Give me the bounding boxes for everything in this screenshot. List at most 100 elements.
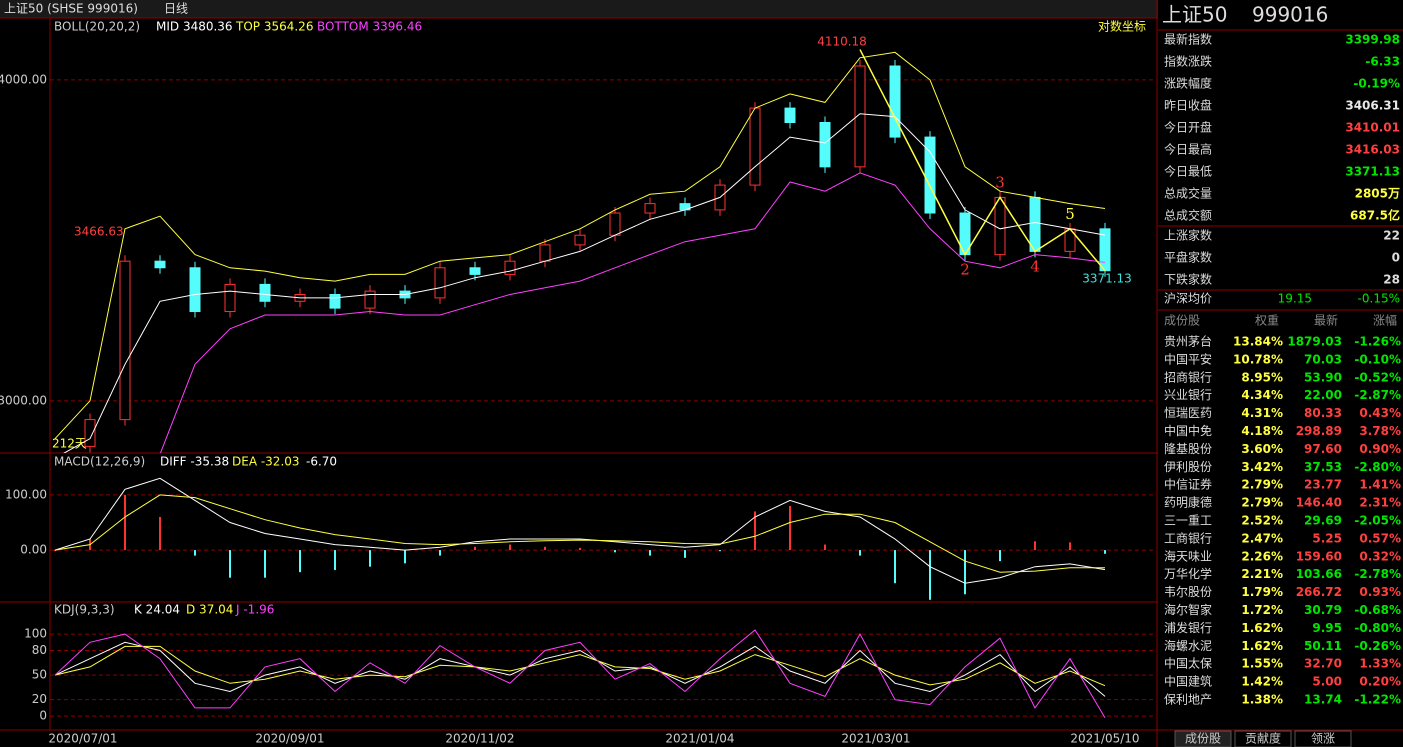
cell[interactable]: 工商银行 bbox=[1164, 530, 1212, 545]
candle bbox=[189, 267, 201, 313]
indicator-line bbox=[54, 51, 1106, 440]
cell: 1879.03 bbox=[1287, 335, 1342, 349]
tab[interactable] bbox=[1174, 730, 1232, 747]
cell: 1.42% bbox=[1241, 675, 1283, 689]
cell[interactable]: 伊利股份 bbox=[1164, 460, 1212, 474]
cell[interactable]: 招商银行 bbox=[1164, 369, 1212, 384]
cell: 1.62% bbox=[1241, 639, 1283, 653]
quote-label: 今日最低 bbox=[1164, 164, 1212, 179]
quote-value: -0.19% bbox=[1353, 77, 1400, 91]
d-label: D 37.04 bbox=[186, 603, 233, 617]
candle bbox=[469, 267, 481, 275]
indicator-line bbox=[54, 494, 1105, 573]
tab[interactable] bbox=[1234, 730, 1292, 747]
macd-bar bbox=[894, 550, 896, 584]
symbol: 上证50 (SHSE 999016) bbox=[4, 2, 138, 16]
cell: 0.32% bbox=[1359, 549, 1401, 563]
quote-label: 最新指数 bbox=[1164, 32, 1212, 47]
cell: -1.26% bbox=[1354, 335, 1401, 349]
tab-label[interactable]: 贡献度 bbox=[1245, 731, 1281, 746]
cell: -1.22% bbox=[1354, 693, 1401, 707]
cell: 0.43% bbox=[1359, 406, 1401, 420]
cell: 1.33% bbox=[1359, 657, 1401, 671]
cell: 266.72 bbox=[1296, 585, 1342, 599]
macd-bar bbox=[754, 511, 756, 551]
cell[interactable]: 海尔智家 bbox=[1164, 602, 1212, 617]
cell[interactable]: 中信证券 bbox=[1164, 477, 1212, 492]
cell[interactable]: 浦发银行 bbox=[1164, 620, 1212, 635]
quote-label: 今日开盘 bbox=[1164, 120, 1212, 135]
cell: 53.90 bbox=[1304, 370, 1342, 384]
high-label: 4110.18 bbox=[817, 35, 867, 49]
tab-label[interactable]: 成份股 bbox=[1185, 732, 1221, 746]
cell[interactable]: 海螺水泥 bbox=[1164, 638, 1212, 653]
cell[interactable]: 药明康德 bbox=[1164, 495, 1212, 510]
macd-bar bbox=[929, 550, 931, 600]
indicator-line bbox=[54, 641, 1106, 697]
cell: 159.60 bbox=[1296, 549, 1342, 563]
macd-bar bbox=[369, 550, 371, 567]
days-label: 212天 bbox=[52, 437, 87, 451]
candle bbox=[609, 212, 621, 236]
indicator-line bbox=[54, 645, 1106, 687]
x-tick-label: 2021/03/01 bbox=[841, 732, 910, 746]
breadth-label: 上涨家数 bbox=[1164, 228, 1212, 243]
cell: 70.03 bbox=[1304, 352, 1342, 366]
indicator: MACD(12,26,9) bbox=[54, 455, 145, 469]
cell: 0.57% bbox=[1359, 531, 1401, 545]
macd-bar bbox=[1034, 541, 1036, 551]
macd-bar bbox=[579, 547, 581, 551]
candle bbox=[504, 260, 516, 275]
cell[interactable]: 中国太保 bbox=[1164, 656, 1212, 671]
candle bbox=[889, 65, 901, 138]
period[interactable]: 日线 bbox=[164, 2, 188, 16]
macd-bar bbox=[404, 550, 406, 564]
breadth-value: 28 bbox=[1383, 273, 1400, 287]
mid-label: MID 3480.36 bbox=[156, 20, 233, 34]
cell[interactable]: 韦尔股份 bbox=[1164, 584, 1212, 599]
quote-label: 总成交量 bbox=[1164, 186, 1212, 201]
cell[interactable]: 中国中免 bbox=[1164, 423, 1212, 438]
cell: -0.10% bbox=[1354, 352, 1401, 366]
macd-bar bbox=[1104, 550, 1106, 554]
cell[interactable]: 中国平安 bbox=[1164, 351, 1212, 366]
cell: -2.87% bbox=[1354, 388, 1401, 402]
macd-bar bbox=[334, 550, 336, 570]
cell[interactable]: 隆基股份 bbox=[1164, 441, 1212, 456]
scale-mode[interactable]: 对数坐标 bbox=[1098, 19, 1146, 34]
macd-bar bbox=[649, 550, 651, 556]
price-plot bbox=[50, 49, 1155, 453]
wave-line bbox=[859, 49, 1106, 272]
cell[interactable]: 万华化学 bbox=[1164, 566, 1212, 581]
cell[interactable]: 保利地产 bbox=[1164, 693, 1212, 707]
cell[interactable]: 兴业银行 bbox=[1164, 388, 1212, 402]
dea-label: DEA -32.03 bbox=[232, 455, 300, 469]
cell[interactable]: 三一重工 bbox=[1164, 514, 1212, 528]
column-header: 成份股 bbox=[1164, 314, 1200, 328]
tab[interactable] bbox=[1294, 730, 1352, 747]
tab-label[interactable]: 领涨 bbox=[1311, 731, 1335, 746]
candle bbox=[259, 283, 271, 302]
cell[interactable]: 海天味业 bbox=[1164, 548, 1212, 563]
indicator-line bbox=[159, 172, 1106, 453]
cell[interactable]: 恒瑞医药 bbox=[1164, 406, 1212, 420]
macd-bar bbox=[159, 516, 161, 551]
j-label: J -1.96 bbox=[235, 603, 274, 617]
cell: 5.25 bbox=[1312, 531, 1342, 545]
quote-value: 3416.03 bbox=[1345, 143, 1400, 157]
y-tick-label: 20 bbox=[32, 692, 47, 706]
cell[interactable]: 中国建筑 bbox=[1164, 674, 1212, 689]
wave-label: 3 bbox=[995, 173, 1005, 191]
macd-bar bbox=[614, 550, 616, 553]
cell[interactable]: 贵州茅台 bbox=[1164, 334, 1212, 349]
cell: 2.31% bbox=[1359, 496, 1401, 510]
bottom-label: BOTTOM 3396.46 bbox=[317, 20, 422, 34]
macd-bar bbox=[859, 550, 861, 556]
cell: 80.33 bbox=[1304, 406, 1342, 420]
cell: 22.00 bbox=[1304, 388, 1342, 402]
cell: 4.31% bbox=[1241, 406, 1283, 420]
y-tick-label: 50 bbox=[32, 668, 47, 682]
cell: 23.77 bbox=[1304, 478, 1342, 492]
